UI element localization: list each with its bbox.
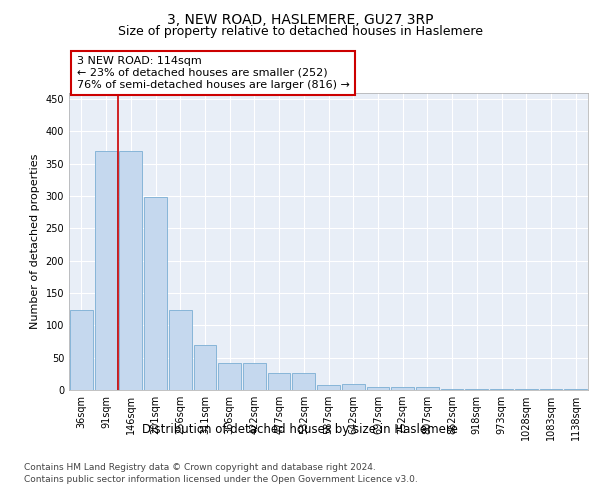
Bar — [169, 310, 191, 390]
Bar — [564, 388, 587, 390]
Bar — [367, 387, 389, 390]
Bar — [95, 150, 118, 390]
Bar — [144, 198, 167, 390]
Bar — [194, 344, 216, 390]
Text: 3 NEW ROAD: 114sqm
← 23% of detached houses are smaller (252)
76% of semi-detach: 3 NEW ROAD: 114sqm ← 23% of detached hou… — [77, 56, 350, 90]
Bar — [441, 388, 463, 390]
Bar — [119, 150, 142, 390]
Text: Distribution of detached houses by size in Haslemere: Distribution of detached houses by size … — [142, 422, 458, 436]
Text: Contains public sector information licensed under the Open Government Licence v3: Contains public sector information licen… — [24, 475, 418, 484]
Bar — [342, 384, 365, 390]
Bar — [539, 388, 562, 390]
Bar — [243, 363, 266, 390]
Bar — [391, 387, 414, 390]
Bar — [466, 388, 488, 390]
Bar — [490, 388, 513, 390]
Text: Contains HM Land Registry data © Crown copyright and database right 2024.: Contains HM Land Registry data © Crown c… — [24, 462, 376, 471]
Bar — [218, 363, 241, 390]
Bar — [416, 387, 439, 390]
Bar — [515, 388, 538, 390]
Bar — [268, 372, 290, 390]
Text: 3, NEW ROAD, HASLEMERE, GU27 3RP: 3, NEW ROAD, HASLEMERE, GU27 3RP — [167, 12, 433, 26]
Bar — [70, 310, 93, 390]
Y-axis label: Number of detached properties: Number of detached properties — [30, 154, 40, 329]
Text: Size of property relative to detached houses in Haslemere: Size of property relative to detached ho… — [118, 25, 482, 38]
Bar — [292, 372, 315, 390]
Bar — [317, 386, 340, 390]
